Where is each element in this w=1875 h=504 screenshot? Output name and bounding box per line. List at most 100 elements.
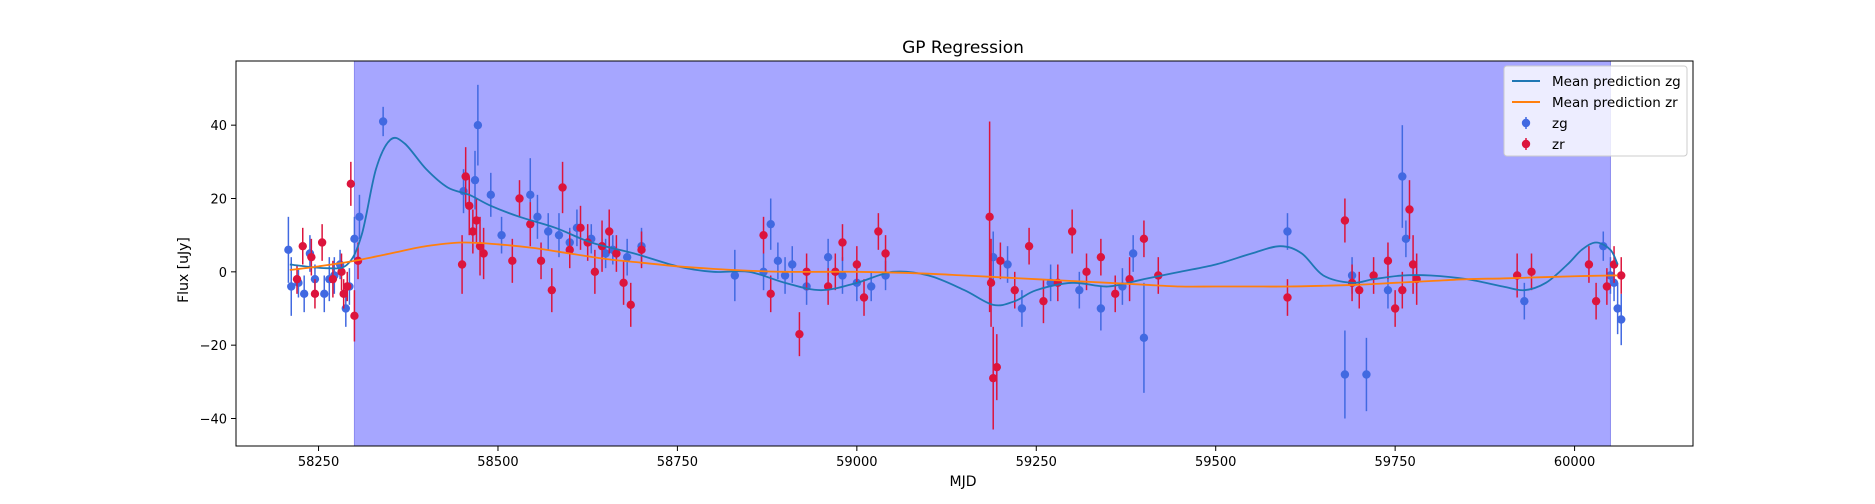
legend-marker-handle [1521, 139, 1531, 149]
legend-label: Mean prediction zr [1552, 95, 1678, 111]
x-axis-label: MJD [950, 474, 977, 490]
zr-point [874, 227, 883, 236]
x-tick-label: 58250 [298, 455, 339, 470]
zr-point [479, 249, 488, 258]
y-tick-label: −40 [200, 413, 227, 428]
zr-point [859, 293, 869, 302]
zg-point [1383, 285, 1393, 295]
zr-point [1024, 241, 1034, 251]
zr-point [350, 311, 359, 321]
zg-point [470, 175, 480, 185]
zg-point [866, 282, 876, 291]
x-tick-label: 58500 [477, 455, 518, 470]
zr-point [1096, 252, 1106, 262]
zg-point [287, 282, 296, 291]
zg-point [622, 252, 632, 262]
zr-point [343, 282, 352, 291]
zr-point [1527, 267, 1536, 277]
zg-point [838, 271, 847, 280]
zr-point [1617, 271, 1626, 280]
zg-point [299, 289, 309, 299]
x-tick-label: 59250 [1016, 455, 1057, 470]
y-tick-label: −20 [200, 339, 227, 354]
zg-point [473, 120, 483, 130]
zr-point [536, 256, 546, 266]
x-tick-label: 59000 [836, 455, 877, 470]
zg-point [1096, 304, 1106, 313]
zr-point [307, 252, 316, 262]
zg-point [554, 230, 564, 240]
zr-point [526, 219, 535, 229]
zr-point [472, 216, 481, 225]
legend-marker-handle [1521, 118, 1531, 128]
zr-point [881, 249, 890, 258]
zr-point [1405, 205, 1414, 214]
zr-point [558, 183, 567, 192]
zr-point [457, 260, 467, 269]
zr-point [1398, 285, 1407, 295]
chart-title: GP Regression [902, 38, 1024, 58]
legend-label: Mean prediction zg [1552, 74, 1681, 90]
zr-point [328, 274, 338, 284]
zr-point [989, 373, 998, 383]
zg-point [1017, 304, 1027, 313]
zr-point [515, 194, 524, 203]
zg-point [486, 190, 495, 200]
zr-point [1408, 260, 1418, 269]
zg-point [378, 117, 388, 126]
zg-point [788, 260, 797, 269]
zr-point [565, 245, 574, 255]
zg-point [533, 212, 542, 222]
zr-point [605, 227, 614, 236]
zr-point [1082, 267, 1091, 277]
zr-point [337, 267, 346, 277]
zr-point [465, 201, 474, 211]
zg-point [310, 274, 320, 284]
zr-point [1010, 285, 1019, 295]
zg-point [1617, 315, 1626, 324]
x-tick-label: 58750 [657, 455, 698, 470]
zg-point [823, 252, 833, 262]
zg-point [766, 219, 775, 229]
zr-point [547, 285, 557, 295]
zr-point [1067, 227, 1077, 236]
zg-point [773, 256, 783, 266]
zr-point [576, 223, 585, 233]
zg-point [1128, 249, 1138, 258]
zr-point [292, 274, 302, 284]
zg-point [780, 271, 790, 280]
zr-point [461, 172, 470, 181]
zg-point [544, 227, 553, 236]
zg-point [730, 271, 740, 280]
zg-point [355, 212, 364, 222]
zg-point [1139, 333, 1149, 343]
zg-point [1362, 370, 1371, 379]
zg-point [601, 249, 610, 258]
zr-point [1369, 271, 1378, 280]
zg-point [526, 190, 535, 200]
zr-point [468, 227, 478, 236]
zr-point [1355, 285, 1364, 295]
line-mean-prediction-zr [289, 241, 1618, 288]
zg-point [341, 304, 351, 313]
zg-point [1340, 370, 1350, 379]
zg-point [1283, 227, 1292, 236]
zr-point [310, 289, 320, 299]
y-tick-label: 0 [219, 266, 227, 281]
zg-point [350, 234, 359, 244]
zr-point [1383, 256, 1393, 266]
zr-point [637, 245, 646, 255]
zr-point [1340, 216, 1350, 225]
zr-point [1602, 282, 1612, 291]
y-tick-label: 20 [210, 193, 227, 208]
zr-point [1591, 296, 1601, 306]
zr-point [508, 256, 517, 266]
zr-point [298, 241, 307, 251]
zr-point [1584, 260, 1594, 269]
zr-point [339, 289, 348, 299]
x-tick-label: 59750 [1374, 455, 1415, 470]
zr-point [766, 289, 775, 299]
x-tick-label: 59500 [1195, 455, 1236, 470]
y-tick-label: 40 [210, 119, 227, 134]
